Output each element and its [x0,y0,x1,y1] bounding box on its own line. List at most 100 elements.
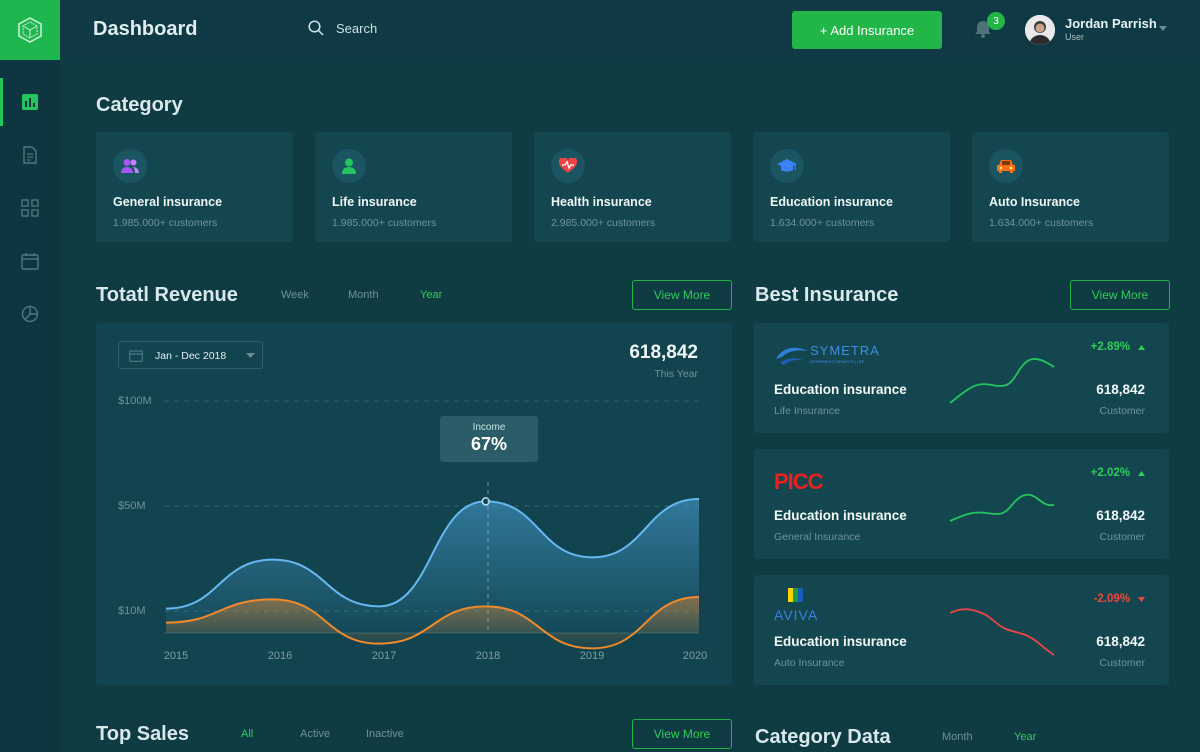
best-item-subtitle: Life Insurance [774,405,840,417]
best-insurance-item[interactable]: SYMETRA RETIREMENT | BENEFITS | LIFE +2.… [754,323,1169,433]
document-icon [23,146,37,164]
best-item-value: 618,842 [1096,634,1145,649]
x-tick-label: 2015 [163,650,189,662]
change-indicator: -2.09% [1094,593,1145,605]
add-insurance-button[interactable]: + Add Insurance [792,11,942,49]
date-range-select[interactable]: Jan - Dec 2018 [118,341,263,369]
x-tick-label: 2019 [579,650,605,662]
revenue-total: 618,842 [629,342,698,363]
category-icon-wrap [551,149,585,183]
category-count: 1.985.000+ customers [113,217,218,229]
category-title: Category [96,94,183,116]
y-tick-label: $100M [118,395,152,407]
sidebar [0,0,60,752]
category-count: 1.634.000+ customers [989,217,1094,229]
revenue-chart-card: Jan - Dec 2018 618,842 This Year $100M $… [96,323,732,685]
bar-chart-icon [22,94,38,110]
car-icon [997,160,1015,173]
search-input[interactable]: Search [336,20,378,36]
category-icon-wrap [770,149,804,183]
sidebar-item-dashboard[interactable] [0,78,60,126]
avatar-image [1025,15,1055,45]
category-card-general[interactable]: General insurance 1.985.000+ customers [96,132,293,242]
page-title: Dashboard [93,18,198,40]
revenue-total-label: This Year [654,368,698,380]
app-logo[interactable] [0,0,60,60]
x-tick-label: 2016 [267,650,293,662]
top-sales-title: Top Sales [96,723,189,745]
picc-logo: PICC [774,469,825,493]
trend-down-icon [1138,596,1145,602]
brand-tagline: RETIREMENT | BENEFITS | LIFE [810,360,865,364]
tab-all[interactable]: All [241,728,254,740]
tab-week[interactable]: Week [281,289,309,301]
tooltip-label: Income [472,422,506,433]
tab-month[interactable]: Month [348,289,379,301]
users-icon [121,159,139,173]
chevron-down-icon[interactable] [1158,25,1168,33]
category-card-education[interactable]: Education insurance 1.634.000+ customers [753,132,950,242]
y-tick-label: $50M [118,500,146,512]
category-name: Education insurance [770,195,893,209]
category-icon-wrap [113,149,147,183]
category-name: Auto Insurance [989,195,1080,209]
chart-tooltip: Income 67% [440,416,538,462]
change-indicator: +2.89% [1091,341,1145,353]
revenue-area-chart [164,400,700,650]
cube-logo-icon [18,17,42,43]
chevron-down-icon [246,353,255,358]
best-item-unit: Customer [1099,405,1145,417]
tab-month[interactable]: Month [942,731,973,743]
sidebar-item-grid[interactable] [0,186,60,230]
graduation-cap-icon [777,159,797,172]
sparkline [949,358,1055,404]
series-line-0 [165,498,700,610]
category-card-auto[interactable]: Auto Insurance 1.634.000+ customers [972,132,1169,242]
best-item-unit: Customer [1099,531,1145,543]
revenue-view-more-button[interactable]: View More [632,280,732,310]
sidebar-item-documents[interactable] [0,133,60,177]
change-value: -2.09% [1093,593,1130,605]
grid-icon [21,199,39,217]
tab-year[interactable]: Year [420,289,443,301]
search-icon [308,20,324,36]
tab-active[interactable]: Active [300,728,330,740]
category-data-title: Category Data [755,726,891,748]
category-count: 1.634.000+ customers [770,217,875,229]
user-name: Jordan Parrish [1065,16,1157,31]
tab-inactive[interactable]: Inactive [366,728,404,740]
change-indicator: +2.02% [1091,467,1145,479]
notification-badge: 3 [987,12,1005,30]
search-box[interactable]: Search [308,20,377,36]
user-role: User [1065,32,1085,42]
sidebar-item-calendar[interactable] [0,239,60,283]
change-value: +2.02% [1090,467,1130,479]
calendar-icon [21,253,39,270]
calendar-icon [129,350,143,362]
best-insurance-item[interactable]: PICC +2.02% Education insurance General … [754,449,1169,559]
trend-up-icon [1138,344,1145,350]
best-item-value: 618,842 [1096,508,1145,523]
top-sales-view-more-button[interactable]: View More [632,719,732,749]
category-icon-wrap [989,149,1023,183]
best-insurance-item[interactable]: AVIVA -2.09% Education insurance Auto In… [754,575,1169,685]
tab-year[interactable]: Year [1014,731,1037,743]
best-insurance-title: Best Insurance [755,284,899,306]
sidebar-item-reports[interactable] [0,292,60,336]
y-tick-label: $10M [118,605,146,617]
best-item-unit: Customer [1099,657,1145,669]
category-card-health[interactable]: Health insurance 2.985.000+ customers [534,132,731,242]
category-card-life[interactable]: Life insurance 1.985.000+ customers [315,132,512,242]
best-item-title: Education insurance [774,634,907,649]
avatar[interactable] [1025,15,1055,45]
series-area-1 [166,597,699,649]
best-item-subtitle: Auto Insurance [774,657,845,669]
trend-up-icon [1138,470,1145,476]
best-item-title: Education insurance [774,382,907,397]
series-area-0 [166,499,699,633]
brand-name: PICC [774,469,824,493]
brand-name: SYMETRA [810,343,880,358]
series-line-1 [165,596,700,650]
x-tick-label: 2020 [682,650,708,662]
best-view-more-button[interactable]: View More [1070,280,1170,310]
